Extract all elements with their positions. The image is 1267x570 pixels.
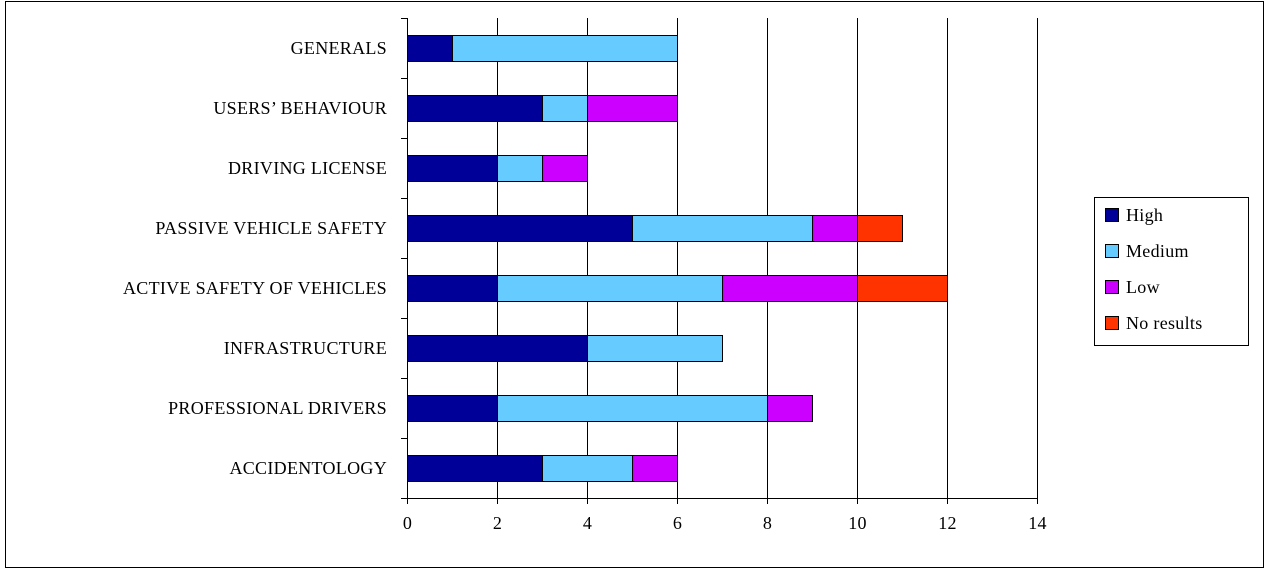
x-tick-label: 4 <box>583 513 592 533</box>
bar-segment <box>542 455 633 482</box>
x-tick-label: 2 <box>493 513 502 533</box>
bar-segment <box>407 395 498 422</box>
bar-segment <box>632 215 813 242</box>
bar-segment <box>407 155 498 182</box>
bars <box>407 35 948 482</box>
bar-segment <box>407 95 543 122</box>
category-label: ACCIDENTOLOGY <box>229 458 387 478</box>
x-tick-label: 10 <box>848 513 867 533</box>
x-tick-label: 12 <box>938 513 957 533</box>
bar-segment <box>407 455 543 482</box>
legend-label: High <box>1126 205 1163 225</box>
bar-segment <box>587 335 723 362</box>
bar-segment <box>542 95 588 122</box>
gridlines <box>497 18 1038 498</box>
x-tick-label: 6 <box>673 513 682 533</box>
legend-label: Low <box>1126 277 1160 297</box>
bar-segment <box>497 395 768 422</box>
bar-segment <box>632 455 678 482</box>
bar-segment <box>497 275 723 302</box>
category-label: PROFESSIONAL DRIVERS <box>168 398 387 418</box>
category-label: PASSIVE VEHICLE SAFETY <box>155 218 387 238</box>
category-label: DRIVING LICENSE <box>228 158 387 178</box>
bar-segment <box>407 215 633 242</box>
legend: High Medium Low No results <box>1094 197 1249 346</box>
legend-swatch <box>1105 280 1119 294</box>
category-label: USERS’ BEHAVIOUR <box>213 98 387 118</box>
category-labels: GENERALS USERS’ BEHAVIOUR DRIVING LICENSE P… <box>123 38 387 478</box>
category-label: GENERALS <box>291 38 387 58</box>
legend-box <box>1094 197 1249 346</box>
x-tick-labels: 0 2 4 6 8 10 12 14 <box>403 513 1047 533</box>
bar-segment <box>407 275 498 302</box>
bar-segment <box>497 155 543 182</box>
bar-segment <box>767 395 813 422</box>
x-tick-label: 8 <box>763 513 772 533</box>
legend-swatch <box>1105 316 1119 330</box>
axes <box>401 18 1038 504</box>
bar-segment <box>407 35 453 62</box>
bar-segment <box>857 215 903 242</box>
x-tick-label: 0 <box>403 513 412 533</box>
bar-segment <box>587 95 678 122</box>
legend-swatch <box>1105 244 1119 258</box>
chart-frame <box>5 1 1264 568</box>
category-label: ACTIVE SAFETY OF VEHICLES <box>123 278 387 298</box>
bar-segment <box>722 275 858 302</box>
bar-segment <box>407 335 588 362</box>
legend-swatch <box>1105 208 1119 222</box>
legend-label: Medium <box>1126 241 1189 261</box>
x-tick-label: 14 <box>1028 513 1047 533</box>
bar-segment <box>452 35 678 62</box>
legend-label: No results <box>1126 313 1203 333</box>
category-label: INFRASTRUCTURE <box>224 338 387 358</box>
bar-segment <box>857 275 948 302</box>
bar-segment <box>812 215 858 242</box>
bar-segment <box>542 155 588 182</box>
